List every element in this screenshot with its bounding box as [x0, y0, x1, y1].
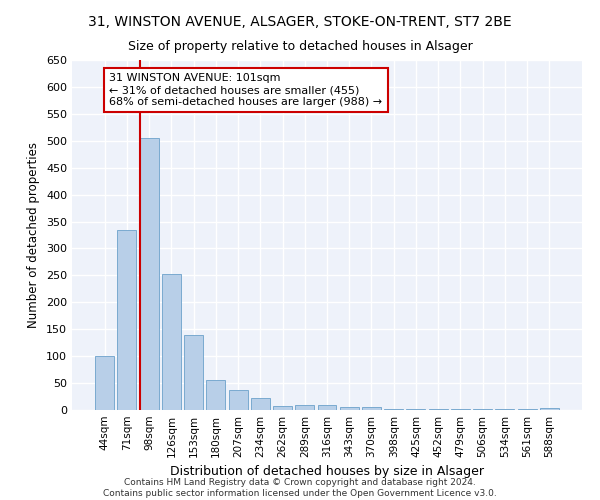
Text: 31, WINSTON AVENUE, ALSAGER, STOKE-ON-TRENT, ST7 2BE: 31, WINSTON AVENUE, ALSAGER, STOKE-ON-TR…	[88, 15, 512, 29]
Bar	[540, 408, 559, 410]
Bar	[406, 409, 425, 410]
Bar	[340, 408, 359, 410]
Text: Contains HM Land Registry data © Crown copyright and database right 2024.
Contai: Contains HM Land Registry data © Crown c…	[103, 478, 497, 498]
Text: 31 WINSTON AVENUE: 101sqm
← 31% of detached houses are smaller (455)
68% of semi: 31 WINSTON AVENUE: 101sqm ← 31% of detac…	[109, 74, 382, 106]
Bar	[273, 406, 292, 410]
Bar	[362, 408, 381, 410]
Bar	[140, 138, 158, 410]
Bar	[384, 409, 403, 410]
Bar	[206, 380, 225, 410]
Y-axis label: Number of detached properties: Number of detached properties	[28, 142, 40, 328]
Bar	[317, 404, 337, 410]
Bar	[295, 404, 314, 410]
Bar	[95, 356, 114, 410]
Bar	[229, 390, 248, 410]
Text: Size of property relative to detached houses in Alsager: Size of property relative to detached ho…	[128, 40, 472, 53]
X-axis label: Distribution of detached houses by size in Alsager: Distribution of detached houses by size …	[170, 466, 484, 478]
Bar	[184, 334, 203, 410]
Bar	[251, 398, 270, 410]
Bar	[162, 274, 181, 410]
Bar	[118, 230, 136, 410]
